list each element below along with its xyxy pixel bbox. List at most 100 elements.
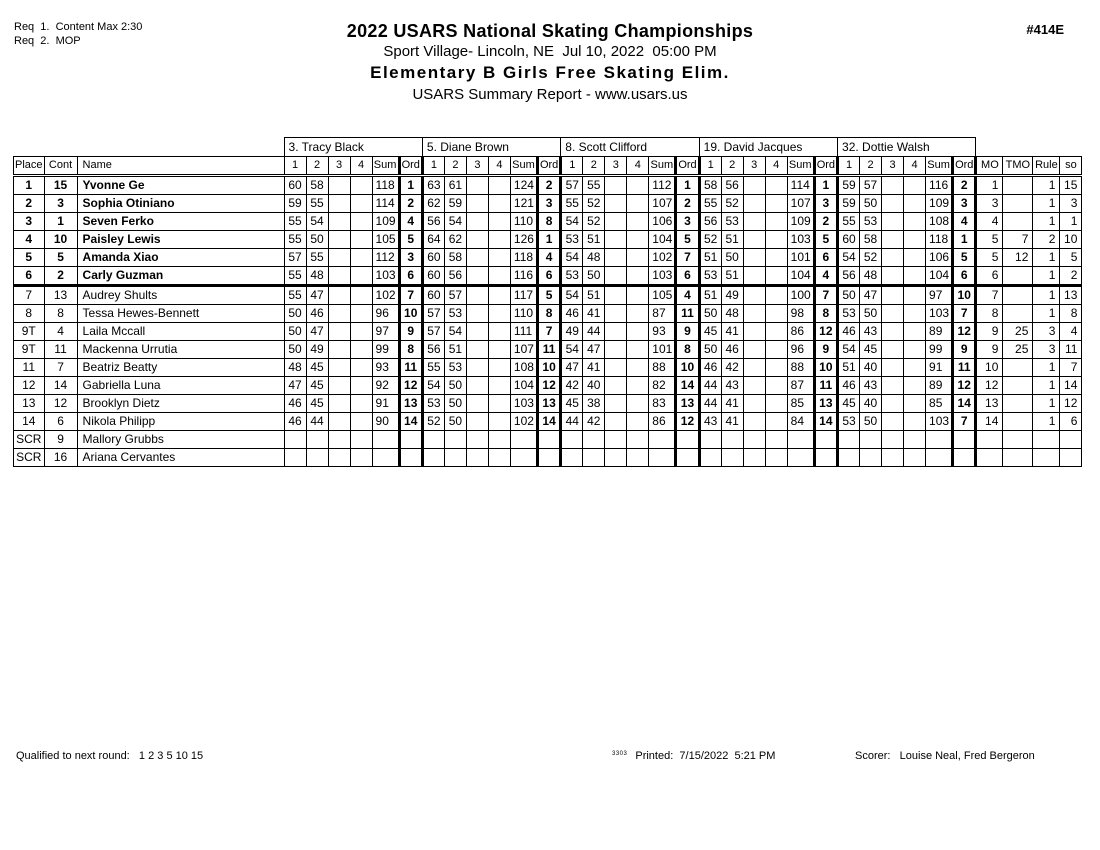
cell-sum: 102 bbox=[371, 284, 400, 305]
cell-ord: 12 bbox=[812, 322, 840, 341]
cell-skater-name: Tessa Hewes-Bennett bbox=[76, 304, 285, 323]
cell-score bbox=[903, 340, 927, 359]
cell-score bbox=[698, 430, 722, 449]
cell-skater-name: Paisley Lewis bbox=[76, 230, 285, 249]
cell-ord: 8 bbox=[397, 340, 424, 359]
cell-score bbox=[349, 248, 373, 267]
cell-tmo: 12 bbox=[1002, 248, 1034, 267]
cell-sum: 118 bbox=[509, 248, 538, 267]
cell-sum: 126 bbox=[509, 230, 538, 249]
cell-score: 50 bbox=[837, 284, 861, 305]
cell-score bbox=[742, 358, 766, 377]
cell-so: 10 bbox=[1059, 230, 1083, 249]
cell-ord: 14 bbox=[951, 394, 978, 413]
cell-score bbox=[764, 248, 788, 267]
cell-ord: 3 bbox=[951, 194, 978, 213]
col-header-sum: Sum bbox=[509, 156, 538, 177]
table-row: 13 12 Brooklyn Dietz 46 45 91 13 53 50 103 13 45 38 8… bbox=[13, 394, 1083, 413]
cell-so: 2 bbox=[1059, 266, 1083, 286]
cell-score bbox=[465, 175, 489, 195]
cell-ord: 7 bbox=[397, 284, 424, 305]
cell-place: 2 bbox=[13, 194, 45, 213]
cell-ord: 14 bbox=[397, 412, 424, 431]
cell-sum: 102 bbox=[509, 412, 538, 431]
cell-score: 55 bbox=[837, 212, 861, 231]
cell-score bbox=[626, 304, 650, 323]
cell-score bbox=[604, 430, 628, 449]
cell-score: 48 bbox=[859, 266, 883, 286]
cell-score: 45 bbox=[698, 322, 722, 341]
cell-tmo bbox=[1002, 448, 1034, 467]
cell-ord: 5 bbox=[674, 230, 701, 249]
cell-score: 50 bbox=[443, 376, 467, 395]
cell-score: 60 bbox=[421, 266, 445, 286]
table-row: SCR 16 Ariana Cervantes bbox=[13, 448, 1083, 467]
cell-place: 1 bbox=[13, 175, 45, 195]
cell-score bbox=[604, 448, 628, 467]
cell-score bbox=[764, 212, 788, 231]
cell-place: 4 bbox=[13, 230, 45, 249]
cell-place: 14 bbox=[13, 412, 45, 431]
cell-rule: 1 bbox=[1032, 266, 1061, 286]
cell-tmo bbox=[1002, 194, 1034, 213]
col-header-ord: Ord bbox=[397, 156, 424, 177]
cell-sum: 88 bbox=[648, 358, 677, 377]
cell-sum: 86 bbox=[786, 322, 815, 341]
cell-ord: 1 bbox=[535, 230, 563, 249]
cell-score: 58 bbox=[859, 230, 883, 249]
cell-ord: 3 bbox=[397, 248, 424, 267]
cell-ord: 3 bbox=[535, 194, 563, 213]
event-title: Elementary B Girls Free Skating Elim. bbox=[370, 63, 730, 83]
cell-score bbox=[604, 358, 628, 377]
cell-ord bbox=[812, 448, 840, 467]
cell-score bbox=[349, 266, 373, 286]
cell-mo: 5 bbox=[975, 248, 1004, 267]
cell-ord: 4 bbox=[674, 284, 701, 305]
cell-score bbox=[465, 394, 489, 413]
cell-score: 52 bbox=[582, 212, 606, 231]
cell-cont: 12 bbox=[43, 394, 78, 413]
cell-sum: 101 bbox=[648, 340, 677, 359]
cell-sum: 111 bbox=[509, 322, 538, 341]
cell-sum: 98 bbox=[786, 304, 815, 323]
cell-score bbox=[465, 448, 489, 467]
cell-score: 60 bbox=[421, 248, 445, 267]
cell-ord: 8 bbox=[674, 340, 701, 359]
cell-sum: 91 bbox=[925, 358, 954, 377]
cell-score bbox=[881, 394, 905, 413]
cell-ord: 14 bbox=[812, 412, 840, 431]
cell-score: 59 bbox=[837, 194, 861, 213]
cell-sum: 96 bbox=[786, 340, 815, 359]
cell-score: 48 bbox=[720, 304, 744, 323]
cell-ord: 14 bbox=[674, 376, 701, 395]
table-row: 6 2 Carly Guzman 55 48 103 6 60 56 116 6 53 50 103 6 53… bbox=[13, 266, 1083, 286]
cell-score: 38 bbox=[582, 394, 606, 413]
judge-header: 19. David Jacques bbox=[698, 137, 839, 157]
cell-so: 4 bbox=[1059, 322, 1083, 341]
cell-score: 44 bbox=[698, 394, 722, 413]
cell-score bbox=[903, 448, 927, 467]
results-table: 3. Tracy Black 5. Diane Brown 8. Scott Cli… bbox=[13, 137, 1083, 467]
cell-score bbox=[283, 430, 307, 449]
cell-score bbox=[764, 266, 788, 286]
cell-score bbox=[487, 340, 511, 359]
col-header-4: 4 bbox=[764, 156, 788, 177]
cell-ord bbox=[535, 448, 563, 467]
cell-ord: 2 bbox=[951, 175, 978, 195]
cell-score bbox=[327, 358, 351, 377]
cell-score bbox=[487, 266, 511, 286]
cell-score bbox=[742, 175, 766, 195]
cell-score bbox=[742, 230, 766, 249]
cell-sum: 101 bbox=[786, 248, 815, 267]
cell-score: 46 bbox=[283, 394, 307, 413]
cell-ord bbox=[951, 448, 978, 467]
cell-score bbox=[881, 266, 905, 286]
cell-score: 55 bbox=[283, 284, 307, 305]
cell-rule: 3 bbox=[1032, 322, 1061, 341]
cell-tmo bbox=[1002, 266, 1034, 286]
col-header-1: 1 bbox=[283, 156, 307, 177]
cell-so: 5 bbox=[1059, 248, 1083, 267]
cell-score bbox=[487, 304, 511, 323]
cell-score bbox=[305, 448, 329, 467]
qualified-line: Qualified to next round: 1 2 3 5 10 15 bbox=[16, 750, 203, 762]
